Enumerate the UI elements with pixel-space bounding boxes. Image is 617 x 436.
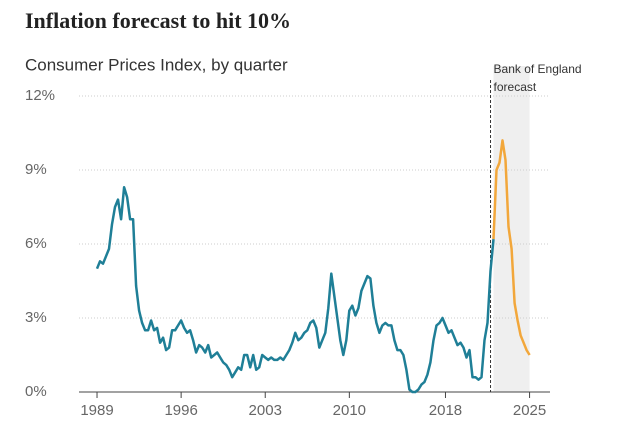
chart-title: Inflation forecast to hit 10% [25, 8, 291, 33]
chart-subtitle: Consumer Prices Index, by quarter [25, 55, 288, 74]
x-tick-label: 2003 [249, 402, 282, 419]
y-tick-label: 3% [25, 309, 47, 326]
y-tick-label: 9% [25, 161, 47, 178]
line [95, 186, 495, 394]
x-tick-label: 2010 [333, 402, 366, 419]
y-tick-label: 0% [25, 383, 47, 400]
y-tick-label: 12% [25, 87, 55, 104]
forecast-shade [493, 66, 530, 392]
x-tick-label: 2025 [513, 402, 546, 419]
x-tick-label: 1996 [164, 402, 197, 419]
x-tick-label: 1989 [80, 402, 113, 419]
annotation: Bank of England [494, 62, 582, 76]
line [492, 139, 531, 356]
annotation: forecast [494, 80, 537, 94]
y-tick-label: 6% [25, 235, 47, 252]
x-tick-label: 2018 [429, 402, 462, 419]
